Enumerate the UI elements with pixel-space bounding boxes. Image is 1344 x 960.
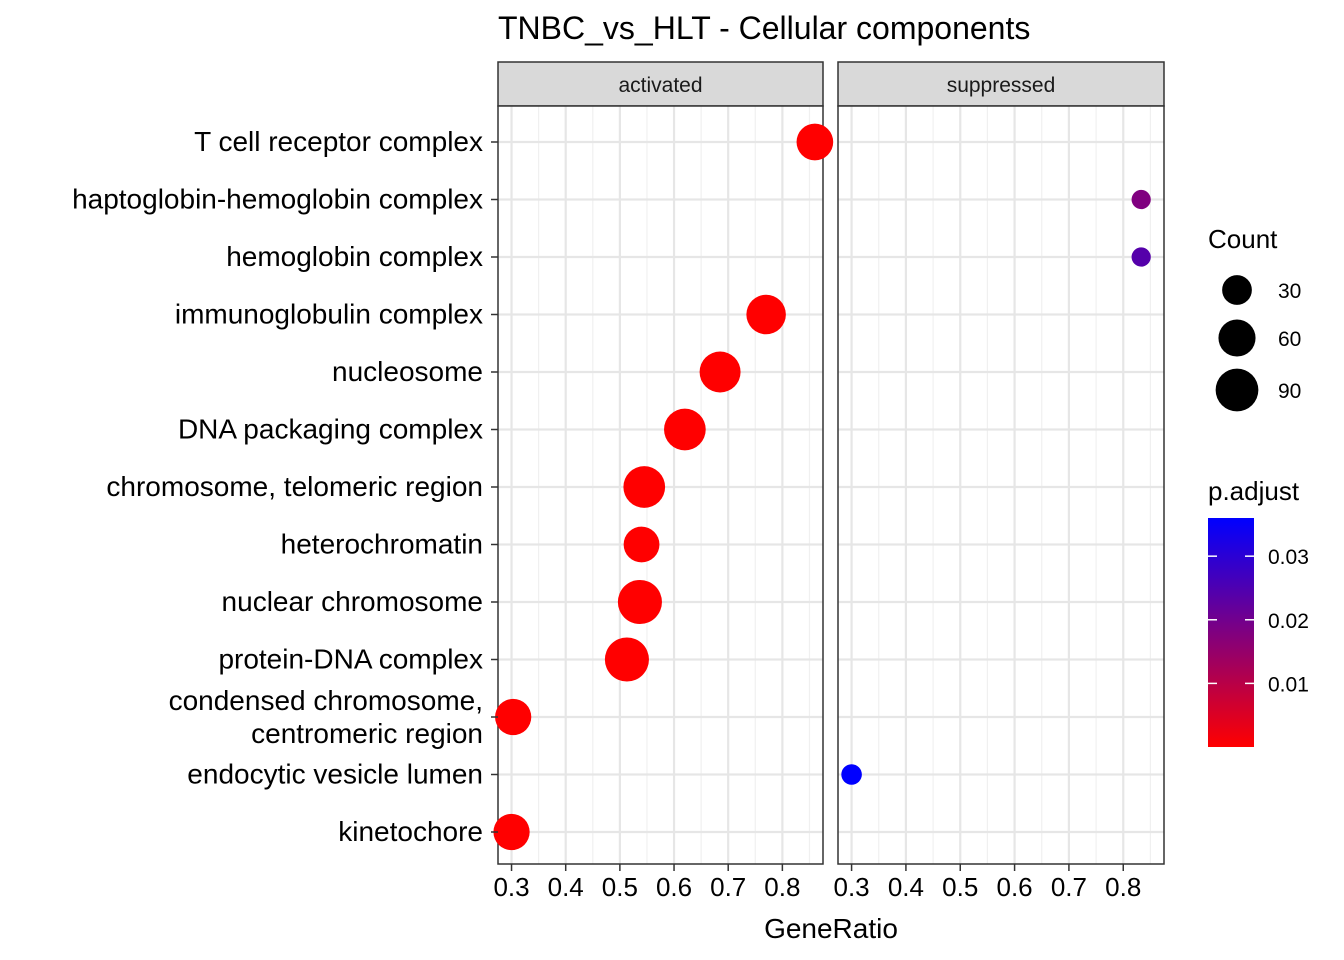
x-tick-label: 0.6 — [656, 872, 692, 902]
x-tick-label: 0.7 — [710, 872, 746, 902]
data-point — [617, 579, 662, 625]
panel-border — [837, 105, 1165, 865]
count-legend-key — [1218, 319, 1256, 357]
data-point — [746, 294, 786, 335]
data-point — [664, 408, 706, 451]
p-adjust-legend-label: 0.03 — [1268, 546, 1309, 569]
y-axis: T cell receptor complex haptoglobin-hemog… — [72, 126, 498, 847]
y-tick-label: heterochromatin — [281, 529, 483, 560]
x-tick-label: 0.8 — [1105, 872, 1141, 902]
y-tick-label: kinetochore — [338, 816, 483, 847]
panel-suppressed: suppressed 0.3 0.4 0.5 0.6 0.7 0.8 — [834, 61, 1165, 902]
data-point — [796, 123, 834, 161]
y-tick-label: haptoglobin-hemoglobin complex — [72, 184, 483, 215]
p-adjust-legend-label: 0.02 — [1268, 610, 1309, 633]
facet-strip — [837, 61, 1165, 107]
x-tick-label: 0.5 — [602, 872, 638, 902]
count-legend-label: 60 — [1278, 328, 1301, 351]
x-tick-label: 0.4 — [548, 872, 584, 902]
data-point — [1131, 247, 1151, 267]
count-legend-label: 90 — [1278, 380, 1301, 403]
x-tick-label: 0.3 — [834, 872, 870, 902]
y-tick-label: T cell receptor complex — [194, 126, 483, 157]
y-tick-label: chromosome, telomeric region — [106, 471, 483, 502]
count-legend-label: 30 — [1278, 280, 1301, 303]
count-legend-key — [1222, 275, 1252, 305]
facet-strip-label: suppressed — [947, 74, 1056, 97]
data-point — [841, 764, 862, 785]
x-tick-label: 0.7 — [1051, 872, 1087, 902]
y-tick-label: hemoglobin complex — [226, 241, 483, 272]
panel-background — [838, 106, 1164, 864]
p-adjust-colorbar — [1208, 518, 1254, 747]
panel-border — [497, 105, 824, 865]
p-adjust-legend-title: p.adjust — [1208, 476, 1300, 506]
count-legend: Count 30 60 90 — [1208, 224, 1301, 412]
y-tick-label: DNA packaging complex — [178, 414, 483, 445]
facet-strip — [497, 61, 824, 107]
x-axis-label: GeneRatio — [764, 913, 898, 944]
x-tick-label: 0.6 — [997, 872, 1033, 902]
facet-strip-label: activated — [618, 74, 702, 97]
y-tick-label: immunoglobulin complex — [175, 299, 483, 330]
y-tick-label: condensed chromosome, centromeric region — [169, 685, 483, 749]
data-point — [495, 698, 532, 736]
data-point — [699, 351, 741, 393]
x-tick-label: 0.3 — [493, 872, 529, 902]
y-tick-label: nuclear chromosome — [222, 586, 483, 617]
facet-panels: activated 0.3 0.4 0.5 0.6 0.7 0.8 suppressed 0.3… — [493, 61, 1165, 902]
chart-title: TNBC_vs_HLT - Cellular components — [498, 10, 1030, 46]
y-tick-label: nucleosome — [332, 356, 483, 387]
data-point — [604, 637, 649, 682]
p-adjust-legend-label: 0.01 — [1268, 673, 1309, 696]
data-point — [623, 466, 666, 508]
count-legend-key — [1215, 368, 1259, 412]
data-point — [1131, 189, 1151, 210]
data-point — [623, 526, 660, 563]
count-legend-title: Count — [1208, 224, 1278, 254]
x-tick-label: 0.4 — [888, 872, 924, 902]
data-point — [493, 813, 530, 851]
panel-activated: activated 0.3 0.4 0.5 0.6 0.7 0.8 — [493, 61, 834, 902]
y-tick-label: protein-DNA complex — [218, 644, 483, 675]
x-tick-label: 0.8 — [764, 872, 800, 902]
p-adjust-legend: p.adjust 0.01 0.02 0.03 — [1208, 476, 1309, 747]
x-tick-label: 0.5 — [942, 872, 978, 902]
y-tick-label: endocytic vesicle lumen — [187, 759, 483, 790]
